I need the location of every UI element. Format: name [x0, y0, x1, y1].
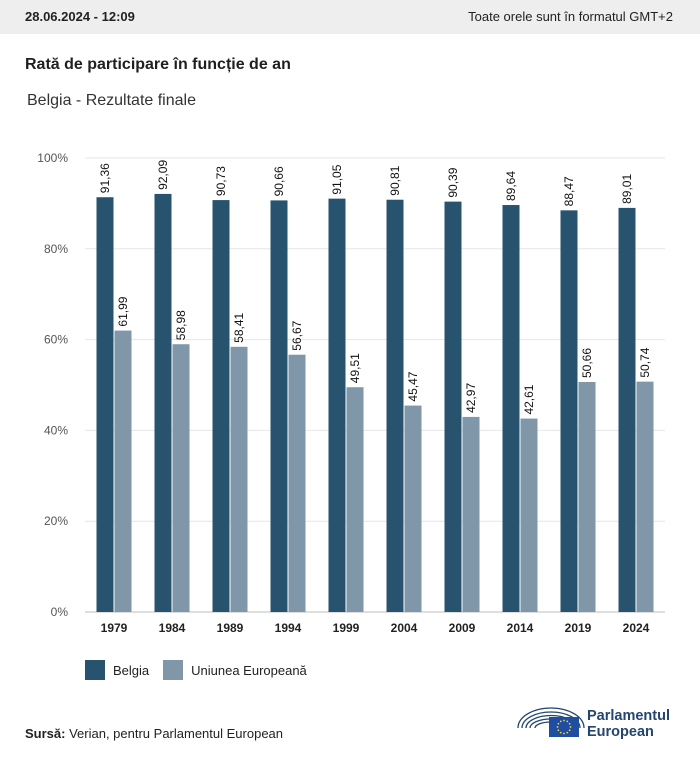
bar-belgia	[96, 197, 114, 613]
x-tick-label: 1999	[333, 621, 360, 635]
bar-eu	[520, 418, 538, 612]
data-label: 58,41	[232, 312, 246, 342]
source-note: Sursă: Verian, pentru Parlamentul Europe…	[25, 726, 283, 741]
data-label: 90,73	[214, 166, 228, 196]
parliament-logo	[517, 707, 585, 737]
legend-label-belgia: Belgia	[113, 662, 150, 678]
y-tick-label: 0%	[51, 605, 69, 619]
data-label: 90,39	[446, 167, 460, 197]
eu-star	[559, 731, 562, 734]
eu-flag-icon	[549, 717, 579, 737]
data-label: 61,99	[116, 296, 130, 326]
data-label: 91,36	[98, 163, 112, 193]
y-tick-label: 100%	[37, 151, 68, 165]
legend-swatch-belgia	[85, 660, 105, 680]
data-label: 50,74	[638, 347, 652, 377]
data-label: 89,01	[620, 174, 634, 204]
bar-belgia	[154, 193, 172, 612]
x-tick-label: 2014	[507, 621, 534, 635]
data-label: 92,09	[156, 160, 170, 190]
bar-belgia	[502, 205, 520, 612]
legend: Belgia Uniunea Europeană	[85, 660, 321, 680]
eu-star	[568, 722, 571, 725]
logo-line-2: European	[587, 724, 654, 740]
eu-star	[569, 726, 572, 728]
logo-line-1: Parlamentul	[587, 708, 670, 724]
x-tick-label: 1984	[159, 621, 186, 635]
eu-star	[556, 726, 559, 728]
bar-belgia	[386, 199, 404, 612]
eu-star	[563, 732, 565, 735]
data-label: 89,64	[504, 171, 518, 201]
y-tick-label: 80%	[44, 242, 68, 256]
eu-star	[557, 722, 560, 725]
source-text: Verian, pentru Parlamentul European	[69, 726, 284, 741]
eu-star	[557, 729, 560, 732]
legend-item-belgia: Belgia	[85, 660, 149, 680]
bar-belgia	[618, 207, 636, 612]
eu-star	[563, 719, 565, 722]
bar-eu	[230, 346, 248, 612]
eu-star	[566, 731, 569, 734]
data-label: 58,98	[174, 310, 188, 340]
legend-label-eu: Uniunea Europeană	[191, 662, 307, 678]
y-tick-label: 60%	[44, 333, 68, 347]
data-label: 42,97	[464, 383, 478, 413]
bar-eu	[578, 382, 596, 612]
bar-belgia	[270, 200, 288, 612]
x-tick-label: 2004	[391, 621, 418, 635]
y-tick-label: 20%	[44, 514, 68, 528]
bar-belgia	[212, 200, 230, 612]
bar-eu	[346, 387, 364, 612]
data-label: 49,51	[348, 353, 362, 383]
data-label: 90,81	[388, 165, 402, 195]
chart-subtitle: Belgia - Rezultate finale	[27, 92, 196, 109]
timestamp: 28.06.2024 - 12:09	[25, 9, 135, 24]
legend-item-eu: Uniunea Europeană	[163, 660, 307, 680]
turnout-bar-chart: 0% 20% 40% 60% 80% 100% 91,36 61,99 1979 92,09 58,…	[37, 151, 665, 635]
source-label: Sursă:	[25, 726, 66, 741]
eu-star	[566, 720, 569, 723]
eu-star	[559, 720, 562, 723]
bar-eu	[636, 381, 654, 612]
data-label: 42,61	[522, 384, 536, 414]
bar-belgia	[560, 210, 578, 612]
y-tick-label: 40%	[44, 423, 68, 437]
data-label: 45,47	[406, 371, 420, 401]
header-bar: 28.06.2024 - 12:09 Toate orele sunt în f…	[0, 0, 700, 34]
x-tick-label: 1979	[101, 621, 128, 635]
x-tick-label: 2024	[623, 621, 650, 635]
data-label: 91,05	[330, 164, 344, 194]
chart-title: Rată de participare în funcție de an	[25, 56, 291, 73]
x-tick-label: 1994	[275, 621, 302, 635]
data-label: 50,66	[580, 348, 594, 378]
eu-stars-icon	[556, 719, 572, 735]
data-label: 56,67	[290, 320, 304, 350]
data-label: 90,66	[272, 166, 286, 196]
logo-text: Parlamentul European	[587, 708, 670, 740]
bar-eu	[288, 354, 306, 612]
eu-star	[568, 729, 571, 732]
bar-belgia	[444, 201, 462, 612]
x-tick-label: 2019	[565, 621, 592, 635]
legend-swatch-eu	[163, 660, 184, 680]
bar-eu	[172, 344, 190, 612]
data-label: 88,47	[562, 176, 576, 206]
x-tick-label: 1989	[217, 621, 244, 635]
bar-eu	[462, 416, 480, 612]
timezone-note: Toate orele sunt în formatul GMT+2	[468, 9, 673, 24]
bar-eu	[114, 330, 132, 612]
bar-eu	[404, 405, 422, 612]
bar-belgia	[328, 198, 346, 612]
x-tick-label: 2009	[449, 621, 476, 635]
